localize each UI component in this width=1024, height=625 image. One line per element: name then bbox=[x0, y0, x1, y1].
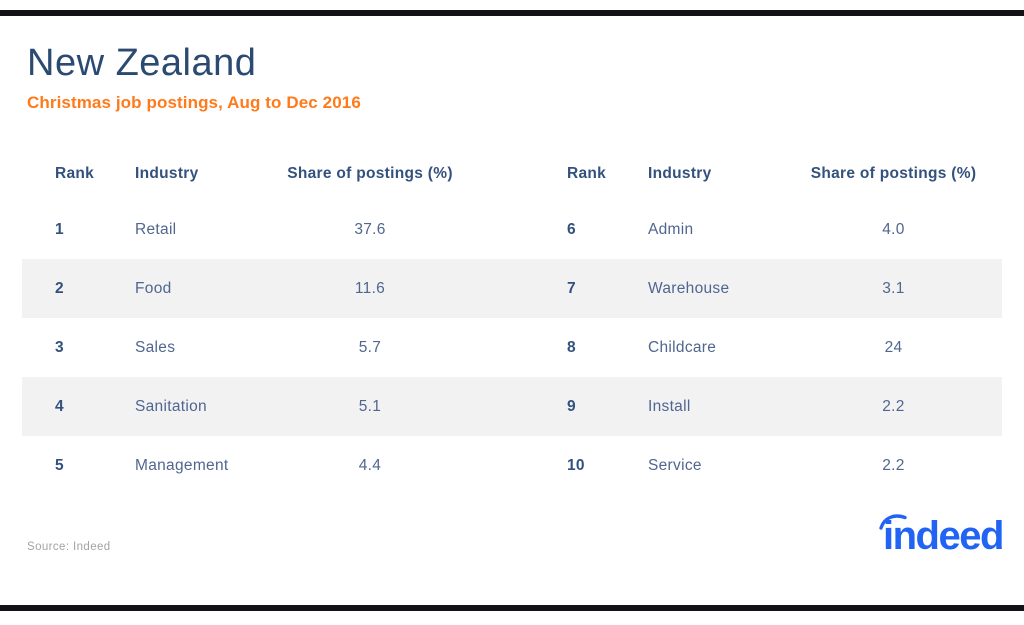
header-industry-right: Industry bbox=[648, 165, 712, 182]
industry-cell: Sanitation bbox=[135, 397, 207, 415]
share-cell: 11.6 bbox=[354, 279, 386, 297]
industry-cell: Food bbox=[135, 279, 172, 297]
header-rank-right: Rank bbox=[567, 165, 607, 182]
share-cell: 4.4 bbox=[358, 456, 382, 474]
page-subtitle: Christmas job postings, Aug to Dec 2016 bbox=[27, 93, 361, 112]
industry-cell: Install bbox=[648, 397, 691, 415]
table-header-row: Rank Industry Share of postings (%) Rank… bbox=[22, 148, 1002, 200]
share-cell: 3.1 bbox=[882, 279, 905, 297]
table-row: 3 Sales 5.7 8 Childcare 24 bbox=[22, 318, 1002, 377]
industry-cell: Service bbox=[648, 456, 702, 474]
share-cell: 5.1 bbox=[358, 397, 382, 415]
industry-cell: Admin bbox=[648, 220, 694, 238]
share-cell: 24 bbox=[884, 338, 903, 356]
page-title: New Zealand bbox=[27, 42, 257, 84]
industry-cell: Retail bbox=[135, 220, 177, 238]
rank-cell: 8 bbox=[567, 338, 576, 356]
industry-cell: Sales bbox=[135, 338, 176, 356]
rankings-table: Rank Industry Share of postings (%) Rank… bbox=[22, 148, 1002, 495]
rank-cell: 7 bbox=[567, 279, 576, 297]
industry-cell: Warehouse bbox=[648, 279, 730, 297]
rank-cell: 2 bbox=[55, 279, 64, 297]
indeed-logo-arc-icon bbox=[879, 513, 907, 535]
share-cell: 37.6 bbox=[354, 220, 386, 238]
table-row: 1 Retail 37.6 6 Admin 4.0 bbox=[22, 200, 1002, 259]
bottom-accent-bar bbox=[0, 605, 1024, 611]
top-accent-bar bbox=[0, 10, 1024, 16]
header-share-right: Share of postings (%) bbox=[810, 165, 977, 182]
source-attribution: Source: Indeed bbox=[27, 541, 111, 553]
rank-cell: 1 bbox=[55, 220, 64, 238]
rank-cell: 10 bbox=[567, 456, 585, 474]
table-row: 5 Management 4.4 10 Service 2.2 bbox=[22, 436, 1002, 495]
rank-cell: 6 bbox=[567, 220, 576, 238]
industry-cell: Management bbox=[135, 456, 229, 474]
industry-cell: Childcare bbox=[648, 338, 717, 356]
header-industry-left: Industry bbox=[135, 165, 199, 182]
share-cell: 5.7 bbox=[358, 338, 382, 356]
share-cell: 4.0 bbox=[882, 220, 905, 238]
rank-cell: 5 bbox=[55, 456, 64, 474]
share-cell: 2.2 bbox=[882, 456, 905, 474]
table-row: 2 Food 11.6 7 Warehouse 3.1 bbox=[22, 259, 1002, 318]
indeed-logo: indeed bbox=[878, 512, 1008, 560]
indeed-logo-wordmark: indeed bbox=[883, 514, 1004, 558]
rank-cell: 4 bbox=[55, 397, 64, 415]
rank-cell: 3 bbox=[55, 338, 64, 356]
header-rank-left: Rank bbox=[55, 165, 95, 182]
table-row: 4 Sanitation 5.1 9 Install 2.2 bbox=[22, 377, 1002, 436]
rank-cell: 9 bbox=[567, 397, 576, 415]
share-cell: 2.2 bbox=[882, 397, 905, 415]
header-share-left: Share of postings (%) bbox=[287, 165, 453, 182]
